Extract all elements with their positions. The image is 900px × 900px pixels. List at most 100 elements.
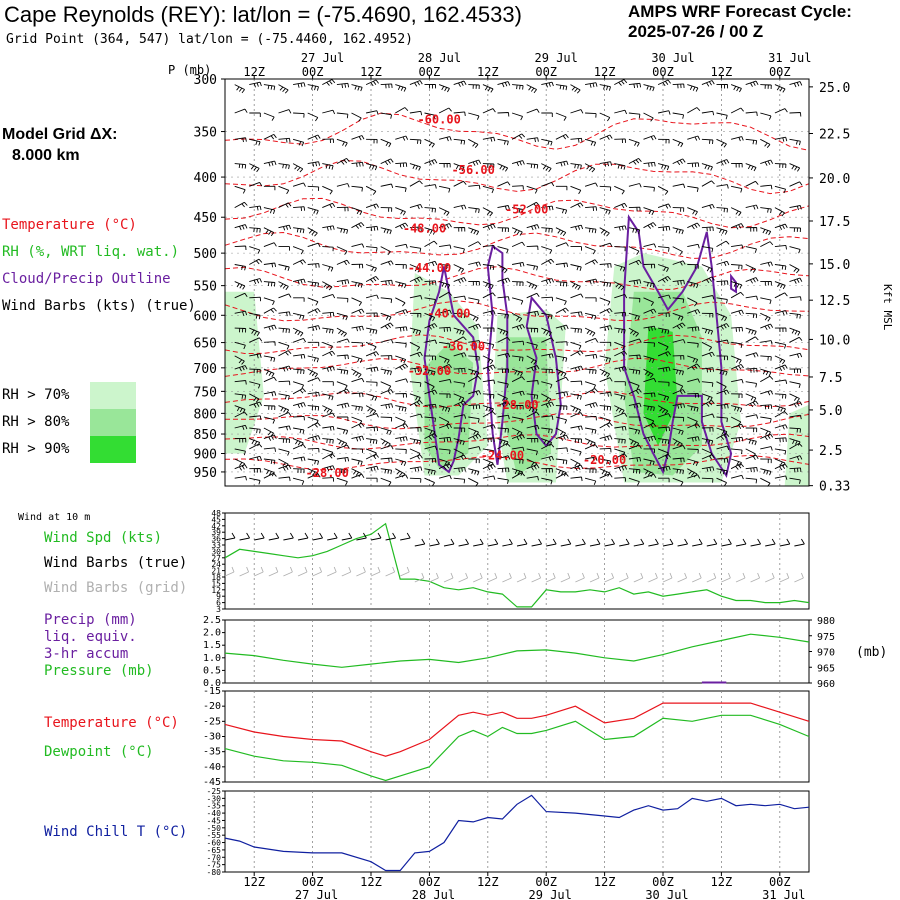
wind-barb (643, 281, 655, 288)
wind-barb-true (619, 538, 630, 547)
wind-barb-grid (721, 572, 731, 583)
wind-barb (541, 227, 553, 233)
wind-barb (497, 312, 509, 319)
wind-barb (585, 297, 597, 302)
wind-barb (263, 207, 276, 215)
wind-barb (570, 137, 583, 143)
wind-barb (774, 84, 786, 93)
wind-barb (497, 427, 509, 433)
wind-barb (511, 312, 523, 323)
p-tick-label: 400 (194, 171, 217, 186)
wind-barb (366, 381, 378, 387)
wind-barb (599, 447, 612, 453)
wind-barb (760, 112, 772, 120)
wind-barb (526, 393, 539, 400)
precip-liq-label: liq. equiv. (44, 629, 137, 645)
x-tick-label: 00Z (535, 65, 557, 79)
wind-barb (482, 379, 496, 385)
wind-barb (658, 381, 670, 387)
wind-barb (336, 246, 348, 255)
temperature-contour-label: -28.00 (306, 466, 349, 480)
wind-barb (497, 352, 511, 358)
wind-barb (599, 458, 612, 465)
wind-barb-true (385, 532, 396, 541)
wind-barb (468, 184, 481, 190)
wind-barb (584, 402, 598, 409)
wind-barb (628, 456, 642, 462)
wind-barb-grid (546, 572, 556, 583)
wind-barb (687, 436, 700, 442)
wind-barb (322, 477, 335, 482)
wind-barb-true (429, 538, 440, 547)
wind-barb (365, 405, 377, 415)
wind-barb (468, 375, 482, 383)
wind-barb-grid (385, 566, 396, 577)
wind-barb (351, 308, 365, 314)
wind-barb (278, 293, 292, 299)
wind-barb (395, 185, 407, 193)
wind-barb-true (341, 532, 353, 541)
wind-barb (672, 445, 686, 450)
wind-barb (468, 416, 480, 423)
wind-barb (614, 185, 625, 195)
wind-barb (789, 477, 801, 484)
wind-barb (584, 163, 596, 173)
wind-panel-y-tick-label: 15 (211, 579, 221, 588)
wind-barb (614, 477, 627, 482)
wind-barb (351, 458, 363, 466)
wind-barb (526, 163, 539, 169)
wind-barb (336, 227, 349, 234)
wind-barb (555, 112, 567, 121)
wind-barb (774, 405, 786, 413)
windchill-panel-y-tick-label: -30 (207, 794, 222, 803)
wind-barb (307, 263, 320, 268)
wind-barb-grid (502, 572, 512, 583)
wind-barb (351, 405, 363, 412)
wind-barb (336, 327, 347, 337)
wind-barb (380, 260, 394, 266)
p-tick-label: 500 (194, 247, 217, 262)
wind-barb (453, 277, 467, 284)
wind-barb (249, 278, 263, 285)
wind-barb (672, 389, 686, 395)
wind-barb (774, 163, 787, 169)
wind-barb (497, 227, 509, 233)
wind-barb (643, 161, 656, 168)
wind-barb-grid (662, 572, 673, 583)
wind-barb (701, 351, 715, 358)
wind-barb (657, 341, 669, 351)
wind-barb (657, 453, 671, 460)
wind-barb (701, 427, 714, 432)
wind-barb (701, 454, 715, 460)
wind-panel-y-tick-label: 27 (211, 554, 221, 563)
wind-barb (307, 355, 319, 363)
wind-barb (409, 246, 422, 253)
wind-barb (526, 365, 540, 372)
wind-barb (658, 327, 670, 335)
wind-barb (599, 377, 613, 383)
wind-barb (263, 416, 276, 424)
wind-barb (380, 457, 393, 463)
wind-barb (438, 463, 452, 470)
wind-barb (468, 227, 480, 236)
wind-barb (716, 184, 729, 189)
wind-barb (541, 477, 553, 485)
wind-barb (628, 368, 641, 375)
wind-barb (438, 281, 451, 289)
wind-barb (453, 400, 467, 408)
wind-barb (307, 341, 320, 347)
dewpoint-label: Dewpoint (°C) (44, 744, 154, 760)
wind-barb (585, 427, 597, 434)
wind-barb (439, 378, 452, 384)
wind-barb (424, 297, 436, 304)
wind-barb (293, 297, 305, 302)
wind-barb (511, 390, 525, 396)
wind-barb (351, 207, 363, 216)
wind-barb (541, 381, 553, 389)
wind-barb (760, 390, 774, 396)
wind-barb (614, 281, 625, 291)
wind-barb (672, 227, 684, 235)
temperature-contour-label: -36.00 (442, 340, 485, 354)
wind-barb (439, 393, 451, 399)
wind-barb (409, 226, 422, 232)
